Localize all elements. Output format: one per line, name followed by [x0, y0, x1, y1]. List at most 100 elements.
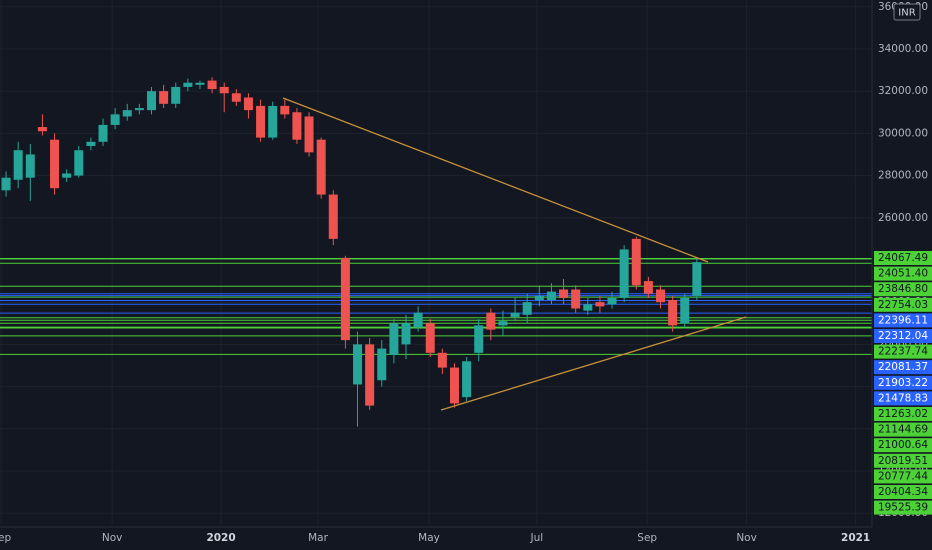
- grid: [0, 0, 872, 525]
- candle-body: [86, 141, 96, 147]
- candle-body: [365, 344, 375, 406]
- candle-body: [316, 139, 326, 195]
- candle-body: [50, 139, 60, 189]
- level-label-bg: [874, 375, 932, 390]
- x-tick-label: Jul: [530, 532, 544, 544]
- trend-line: [440, 316, 747, 411]
- candle-body: [219, 86, 229, 94]
- candle-body: [449, 367, 459, 404]
- candle-body: [159, 91, 169, 104]
- currency: INR: [898, 8, 915, 19]
- candle-body: [692, 262, 702, 296]
- candle-body: [25, 154, 35, 178]
- candle-body: [498, 321, 508, 326]
- candle-body: [122, 110, 132, 117]
- level-label-bg: [874, 485, 932, 499]
- candle-body: [207, 80, 217, 90]
- candle-body: [680, 297, 690, 324]
- candle-body: [401, 323, 411, 345]
- level-label: 22081.37: [878, 361, 928, 373]
- candle-body: [98, 124, 108, 142]
- candle-body: [437, 352, 447, 368]
- candle-body: [231, 93, 241, 102]
- candle-body: [353, 344, 363, 385]
- level-label: 21000.64: [878, 439, 928, 451]
- candle-body: [328, 194, 338, 239]
- candle-body: [13, 150, 23, 180]
- level-label: 21144.69: [878, 424, 928, 436]
- level-label: 19525.39: [878, 502, 928, 514]
- candle-body: [1, 177, 11, 191]
- candle-body: [571, 289, 581, 309]
- trend-line: [282, 97, 709, 263]
- x-tick-label: Sep: [637, 532, 657, 544]
- x-tick-label: Nov: [102, 532, 123, 544]
- level-label-bg: [874, 391, 932, 406]
- y-tick-label: 32000.00: [878, 85, 928, 97]
- currency-badge: [893, 3, 921, 21]
- candle-body: [280, 105, 290, 115]
- candle-body: [304, 116, 314, 153]
- y-tick-label: 28000.00: [878, 170, 928, 182]
- level-label: 21263.02: [878, 408, 928, 420]
- level-label-bg: [874, 438, 932, 453]
- candle-body: [37, 127, 47, 132]
- candle-body: [62, 173, 72, 178]
- candle-body: [195, 82, 205, 85]
- level-label-bg: [874, 266, 932, 281]
- level-label-bg: [874, 469, 932, 484]
- x-tick-label: Nov: [736, 532, 757, 544]
- candle-body: [474, 325, 484, 353]
- candle-body: [74, 150, 84, 176]
- level-label-bg: [874, 297, 932, 312]
- candle-body: [183, 82, 193, 87]
- candle-body: [243, 97, 253, 111]
- level-label-bg: [874, 344, 932, 359]
- candle-body: [171, 86, 181, 104]
- level-label: 21903.22: [878, 377, 928, 389]
- x-tick-label: May: [418, 532, 440, 544]
- candle-body: [668, 300, 678, 326]
- level-label-bg: [874, 453, 932, 468]
- level-label-bg: [874, 329, 932, 343]
- candle-body: [631, 238, 641, 286]
- candle-body: [619, 249, 629, 298]
- level-label: 22396.11: [878, 314, 928, 326]
- x-tick-label: 2021: [841, 532, 870, 544]
- candle-body: [534, 295, 544, 301]
- level-label-bg: [874, 360, 932, 375]
- candle-body: [256, 105, 266, 138]
- level-label: 20777.44: [878, 470, 928, 482]
- y-tick-label: 26000.00: [878, 212, 928, 224]
- candle-body: [510, 312, 520, 317]
- candle-body: [268, 105, 278, 138]
- candle-body: [340, 257, 350, 341]
- y-tick-label: 30000.00: [878, 127, 928, 139]
- candle-body: [583, 304, 593, 311]
- candle-body: [486, 312, 496, 330]
- level-label: 22312.04: [878, 330, 928, 342]
- candle-body: [522, 302, 532, 315]
- level-label-bg: [874, 282, 932, 297]
- level-label: 24067.49: [878, 252, 928, 264]
- level-label-bg: [874, 500, 932, 515]
- candle-body: [462, 361, 472, 398]
- levels: [0, 258, 872, 355]
- level-label-bg: [874, 407, 932, 421]
- candle-body: [643, 281, 653, 294]
- candle-body: [413, 312, 423, 328]
- level-label: 20819.51: [878, 455, 928, 467]
- candle-body: [292, 112, 302, 140]
- level-label: 22754.03: [878, 299, 928, 311]
- candle-body: [607, 297, 617, 305]
- level-label-bg: [874, 313, 932, 328]
- candle-body: [146, 91, 156, 111]
- x-tick-label: Mar: [308, 532, 328, 544]
- candle-body: [134, 108, 144, 111]
- candle-body: [425, 323, 435, 353]
- candle-body: [595, 302, 605, 307]
- x-tick-label: Sep: [0, 532, 11, 544]
- level-label: 24051.40: [878, 268, 928, 280]
- candles: [1, 77, 702, 427]
